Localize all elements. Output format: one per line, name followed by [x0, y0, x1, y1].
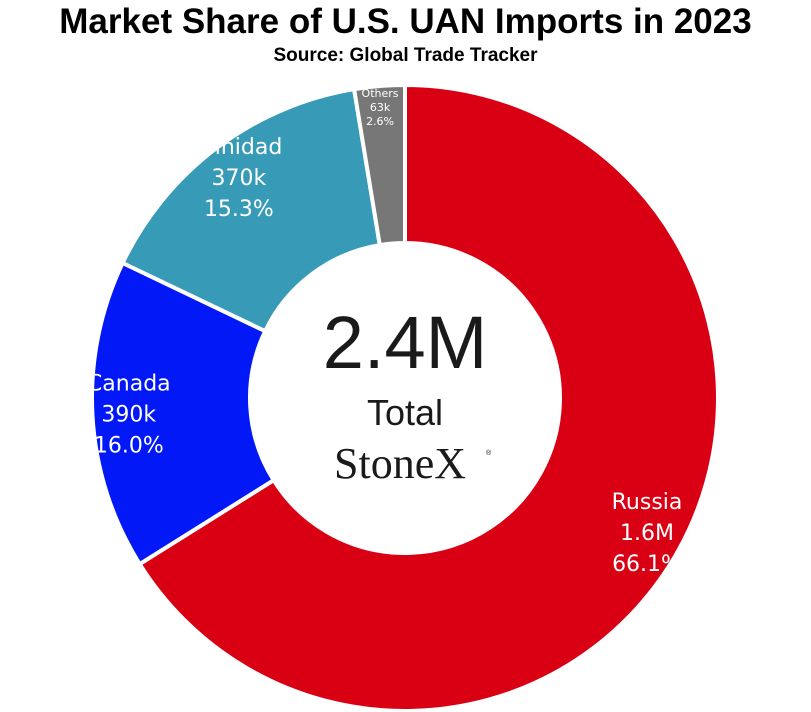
chart-title: Market Share of U.S. UAN Imports in 2023	[59, 2, 752, 41]
slice-canada-value-label: 390k	[101, 403, 156, 428]
slice-trinidad-percent-label: 15.3%	[204, 197, 274, 222]
slice-trinidad-value-label: 370k	[212, 166, 267, 191]
slice-russia	[136, 82, 720, 712]
center-total-label: Total	[367, 392, 443, 433]
chart-subtitle: Source: Global Trade Tracker	[273, 45, 538, 66]
slice-russia-percent-label: 66.1%	[612, 552, 682, 577]
donut-slices	[90, 82, 720, 712]
slice-trinidad-name-label: Trinidad	[194, 135, 282, 160]
slice-others	[351, 82, 407, 248]
slice-canada-name-label: Canada	[87, 372, 171, 397]
slice-canada-percent-label: 16.0%	[94, 434, 164, 459]
center-total-value: 2.4M	[323, 301, 488, 384]
slice-others-percent-label: 2.6%	[366, 115, 394, 128]
slice-canada	[90, 260, 277, 567]
stonex-logo: StoneX	[334, 439, 466, 488]
slice-russia-name-label: Russia	[612, 490, 683, 515]
slice-russia-value-label: 1.6M	[620, 521, 674, 546]
slice-trinidad	[119, 86, 383, 334]
slice-others-name-label: Others	[362, 87, 399, 100]
slice-labels: Russia 1.6M 66.1% Canada 390k 16.0% Trinidad 37…	[87, 87, 682, 577]
slice-others-value-label: 63k	[370, 101, 391, 114]
stonex-registered-mark: ®	[486, 449, 492, 457]
